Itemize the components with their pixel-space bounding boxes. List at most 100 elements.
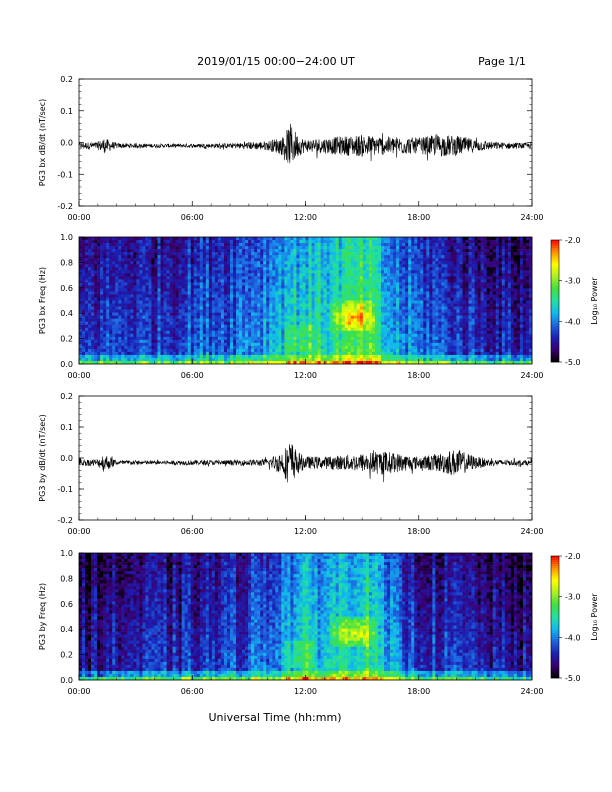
heatmap-cell: [356, 273, 361, 277]
heatmap-cell: [296, 315, 300, 319]
heatmap-cell: [245, 288, 249, 292]
heatmap-cell: [112, 321, 116, 325]
heatmap-cell: [175, 351, 179, 356]
heatmap-cell: [175, 288, 179, 292]
heatmap-cell: [371, 276, 376, 280]
heatmap-cell: [136, 273, 140, 277]
heatmap-cell: [148, 300, 152, 304]
heatmap-cell: [91, 252, 95, 256]
heatmap-cell: [299, 357, 303, 362]
heatmap-cell: [287, 315, 291, 319]
heatmap-cell: [196, 315, 201, 319]
heatmap-cell: [100, 306, 104, 310]
heatmap-cell: [353, 240, 358, 244]
heatmap-cell: [91, 333, 95, 338]
heatmap-cell: [106, 237, 110, 241]
heatmap-cell: [94, 261, 98, 265]
heatmap-cell: [112, 327, 116, 332]
heatmap-cell: [223, 357, 228, 362]
heatmap-cell: [308, 249, 312, 253]
heatmap-cell: [293, 294, 297, 298]
heatmap-cell: [368, 243, 373, 247]
heatmap-cell: [272, 285, 276, 289]
heatmap-cell: [411, 297, 415, 301]
heatmap-cell: [190, 318, 195, 322]
heatmap-cell: [423, 240, 427, 244]
heatmap-cell: [199, 336, 204, 341]
heatmap-cell: [381, 270, 385, 274]
heatmap-cell: [399, 345, 403, 350]
heatmap-cell: [178, 309, 182, 313]
heatmap-cell: [226, 255, 231, 259]
heatmap-cell: [169, 246, 173, 250]
heatmap-cell: [226, 345, 231, 350]
heatmap-cell: [347, 291, 352, 295]
heatmap-cell: [245, 330, 249, 335]
heatmap-cell: [97, 297, 101, 301]
heatmap-cell: [106, 267, 110, 271]
heatmap-cell: [133, 300, 137, 304]
heatmap-cell: [178, 297, 182, 301]
heatmap-cell: [344, 357, 349, 362]
heatmap-cell: [411, 258, 415, 262]
heatmap-cell: [305, 333, 309, 338]
heatmap-cell: [269, 294, 273, 298]
heatmap-cell: [266, 294, 270, 298]
heatmap-cell: [242, 288, 246, 292]
heatmap-cell: [236, 336, 240, 341]
heatmap-cell: [365, 327, 370, 332]
heatmap-cell: [100, 321, 104, 325]
heatmap-cell: [163, 279, 167, 283]
heatmap-cell: [199, 279, 204, 283]
heatmap-cell: [178, 324, 182, 329]
heatmap-cell: [118, 312, 122, 316]
heatmap-cell: [181, 252, 185, 256]
heatmap-cell: [121, 351, 125, 356]
heatmap-cell: [205, 264, 210, 268]
heatmap-cell: [272, 348, 276, 353]
heatmap-cell: [266, 333, 270, 338]
heatmap-cell: [187, 291, 192, 295]
heatmap-cell: [260, 306, 264, 310]
heatmap-cell: [308, 318, 312, 322]
heatmap-cell: [211, 264, 216, 268]
heatmap-cell: [335, 351, 340, 356]
heatmap-cell: [332, 240, 336, 244]
heatmap-cell: [356, 333, 361, 338]
heatmap-cell: [133, 324, 137, 329]
heatmap-cell: [211, 300, 216, 304]
heatmap-cell: [317, 336, 321, 341]
heatmap-cell: [205, 288, 210, 292]
heatmap-cell: [326, 252, 330, 256]
heatmap-cell: [154, 321, 158, 325]
heatmap-cell: [408, 243, 412, 247]
heatmap-cell: [148, 354, 152, 359]
heatmap-cell: [103, 324, 107, 329]
heatmap-cell: [115, 330, 119, 335]
heatmap-cell: [387, 309, 391, 313]
heatmap-cell: [157, 360, 161, 365]
heatmap-cell: [91, 342, 95, 347]
heatmap-cell: [341, 315, 346, 319]
heatmap-cell: [393, 237, 397, 241]
heatmap-cell: [365, 336, 370, 341]
heatmap-cell: [284, 273, 288, 277]
heatmap-cell: [269, 342, 273, 347]
heatmap-cell: [368, 255, 373, 259]
heatmap-cell: [196, 297, 201, 301]
heatmap-cell: [350, 300, 355, 304]
heatmap-cell: [314, 264, 318, 268]
heatmap-cell: [175, 285, 179, 289]
heatmap-cell: [356, 276, 361, 280]
heatmap-cell: [190, 252, 195, 256]
heatmap-cell: [145, 240, 149, 244]
heatmap-cell: [199, 351, 204, 356]
heatmap-cell: [121, 330, 125, 335]
heatmap-cell: [112, 330, 116, 335]
heatmap-cell: [242, 348, 246, 353]
heatmap-cell: [396, 327, 400, 332]
heatmap-cell: [97, 261, 101, 265]
heatmap-cell: [205, 345, 210, 350]
heatmap-cell: [151, 345, 155, 350]
heatmap-cell: [233, 309, 237, 313]
